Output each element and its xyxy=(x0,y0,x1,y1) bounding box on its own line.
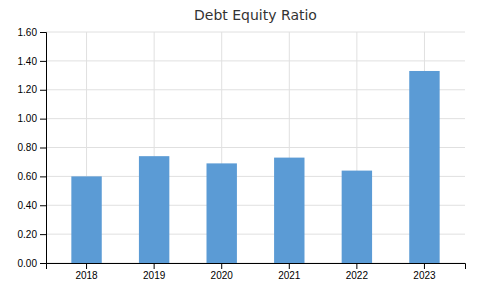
bars xyxy=(71,71,439,263)
title: Debt Equity Ratio xyxy=(194,7,317,23)
grid-line xyxy=(46,205,465,206)
tick-label: 0.40 xyxy=(18,200,38,211)
tick-label: 2019 xyxy=(143,270,166,281)
plot: 0.00 0.20 0.40 0.60 0.80 1.00 1.20 1.40 1.60 2018… xyxy=(18,27,466,281)
grid-line xyxy=(46,234,465,235)
tick: 1.40 xyxy=(18,56,46,67)
tick-label: 2023 xyxy=(413,270,436,281)
grid-line xyxy=(46,89,465,90)
tick: 2022 xyxy=(346,263,369,281)
tick-label: 1.20 xyxy=(18,84,38,95)
tick-label: 2022 xyxy=(346,270,369,281)
bar xyxy=(409,71,439,263)
axis-line xyxy=(47,264,466,270)
tick-mark xyxy=(40,61,46,62)
axis-line xyxy=(40,33,47,264)
tick-mark xyxy=(40,148,46,149)
tick: 1.60 xyxy=(18,27,46,38)
grid-line xyxy=(46,32,465,33)
grid-line xyxy=(46,147,465,148)
tick: 0.20 xyxy=(18,229,46,240)
tick-mark xyxy=(40,176,46,177)
bar xyxy=(274,158,304,263)
tick-label: 0.20 xyxy=(18,229,38,240)
grid xyxy=(46,32,465,263)
tick-label: 0.60 xyxy=(18,171,38,182)
tick-mark xyxy=(40,90,46,91)
tick-label: 2020 xyxy=(211,270,234,281)
y-axis: 0.00 0.20 0.40 0.60 0.80 1.00 1.20 1.40 1.60 xyxy=(18,27,47,269)
x-axis: 2018 2019 2020 2021 2022 2023 xyxy=(47,263,466,281)
tick-mark xyxy=(40,205,46,206)
bar xyxy=(207,163,237,263)
tick-mark xyxy=(221,263,222,269)
tick-label: 1.00 xyxy=(18,113,38,124)
tick: 2020 xyxy=(211,263,234,281)
tick-mark xyxy=(154,263,155,269)
grid-line xyxy=(46,60,465,61)
tick-mark xyxy=(356,263,357,269)
tick: 0.80 xyxy=(18,142,46,153)
tick-label: 0.80 xyxy=(18,142,38,153)
tick-mark xyxy=(40,119,46,120)
tick-mark xyxy=(86,263,87,269)
bar xyxy=(342,171,372,263)
tick-label: 2021 xyxy=(278,270,301,281)
tick-mark xyxy=(40,234,46,235)
tick-label: 2018 xyxy=(75,270,98,281)
tick: 2021 xyxy=(278,263,301,281)
bar xyxy=(71,176,101,263)
tick: 0.60 xyxy=(18,171,46,182)
tick: 0.00 xyxy=(18,258,46,269)
tick-mark xyxy=(424,263,425,269)
grid-line xyxy=(46,118,465,119)
tick-label: 1.60 xyxy=(18,27,38,38)
tick-mark xyxy=(40,263,46,264)
tick: 0.40 xyxy=(18,200,46,211)
tick-mark xyxy=(289,263,290,269)
chart: 0.00 0.20 0.40 0.60 0.80 1.00 1.20 1.40 1.60 2018… xyxy=(0,0,479,289)
tick-label: 1.40 xyxy=(18,56,38,67)
tick: 2023 xyxy=(413,263,436,281)
tick: 2018 xyxy=(75,263,98,281)
tick: 2019 xyxy=(143,263,166,281)
tick-label: 0.00 xyxy=(18,258,38,269)
grid-line xyxy=(46,176,465,177)
bar xyxy=(139,156,169,263)
tick-mark xyxy=(40,32,46,33)
tick: 1.20 xyxy=(18,84,46,95)
tick: 1.00 xyxy=(18,113,46,124)
